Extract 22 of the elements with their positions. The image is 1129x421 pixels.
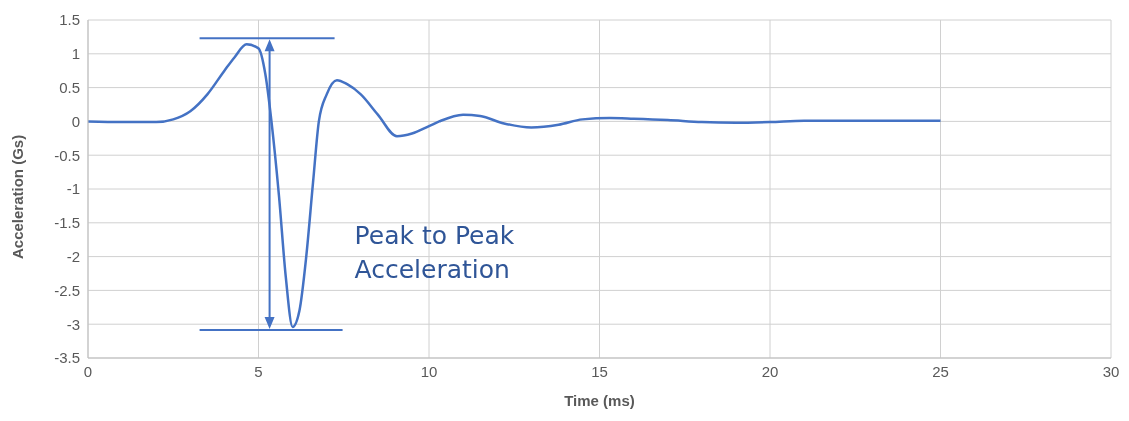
y-tick-label: -2	[66, 247, 80, 265]
x-tick-label: 0	[83, 362, 93, 380]
x-axis-title: Time (ms)	[564, 392, 635, 409]
y-tick-label: -2.5	[54, 281, 80, 299]
y-tick-label: -3.5	[54, 349, 80, 367]
line-series	[88, 43, 942, 329]
y-axis-title: Acceleration (Gs)	[9, 134, 27, 259]
y-tick-label: 1.5	[59, 11, 80, 29]
y-tick-label: 0.5	[59, 78, 80, 96]
y-tick-label: -1	[66, 180, 80, 198]
annotation: Peak to Peak Acceleration	[354, 220, 516, 287]
y-tick-label: -1.5	[54, 214, 80, 232]
y-tick-label: 1	[71, 45, 80, 63]
y-tick-label: -0.5	[54, 146, 80, 164]
x-tick-label: 15	[591, 362, 608, 380]
x-tick-label: 25	[932, 362, 949, 380]
x-tick-label: 10	[420, 362, 438, 380]
x-tick-label: 5	[254, 362, 263, 380]
y-tick-label: -3	[66, 315, 80, 333]
x-tick-label: 30	[1102, 362, 1120, 380]
y-tick-label: 0	[71, 112, 80, 130]
x-tick-label: 20	[761, 362, 779, 380]
